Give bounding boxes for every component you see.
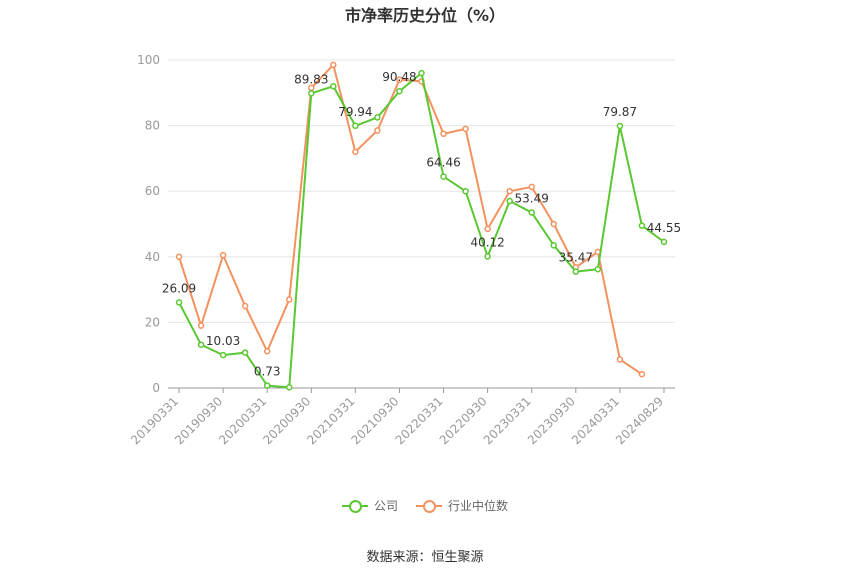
series-point-0	[352, 122, 359, 130]
legend-swatch-industry-median	[416, 499, 442, 513]
y-tick-label: 100	[137, 53, 160, 67]
series-point-0	[572, 268, 580, 275]
data-labels: 26.09 10.03 0.73 89.83 79.94 90.48 64.46 40.12 5…	[162, 70, 681, 378]
series-point-1	[352, 148, 359, 156]
series-point-0	[484, 253, 491, 260]
series-point-0	[374, 114, 381, 121]
series-point-0	[285, 384, 293, 391]
series-point-0	[263, 382, 271, 389]
legend-item-industry-median[interactable]: 行业中位数	[416, 497, 508, 514]
x-tick-label: 20240829	[613, 394, 666, 447]
series-point-0	[197, 341, 205, 348]
legend: 公司 行业中位数	[0, 497, 850, 514]
series-point-0	[219, 351, 227, 359]
series-point-1	[506, 187, 513, 195]
series-point-0	[175, 299, 183, 306]
series-point-1	[197, 322, 205, 329]
series-point-0	[462, 187, 469, 195]
series-point-1	[219, 251, 227, 259]
series-group	[175, 61, 668, 391]
series-point-1	[550, 220, 558, 228]
y-tick-label: 80	[145, 119, 160, 133]
legend-label-company: 公司	[373, 499, 398, 513]
series-line-0	[178, 72, 665, 389]
series-point-0	[506, 197, 513, 205]
series-point-0	[594, 266, 602, 273]
data-label: 0.73	[254, 365, 281, 379]
series-point-1	[285, 296, 293, 303]
series-point-1	[440, 130, 447, 138]
series-point-1	[638, 370, 646, 378]
data-label: 89.83	[294, 72, 328, 86]
series-point-0	[418, 69, 425, 77]
legend-label-industry-median: 行业中位数	[448, 499, 509, 513]
data-label: 40.12	[470, 235, 504, 249]
source-note: 数据来源：恒生聚源	[366, 550, 484, 565]
y-tick-label: 60	[145, 184, 160, 198]
series-point-1	[330, 61, 337, 69]
series-line-1	[178, 63, 643, 376]
series-point-0	[330, 82, 337, 90]
series-point-0	[616, 122, 624, 130]
y-tick-label: 40	[145, 250, 160, 264]
series-point-0	[528, 209, 535, 216]
data-label: 79.87	[603, 105, 637, 119]
series-point-0	[440, 173, 447, 180]
series-point-0	[660, 238, 668, 246]
legend-item-company[interactable]: 公司	[341, 497, 398, 514]
series-point-1	[374, 127, 381, 134]
series-point-1	[263, 348, 271, 355]
series-point-1	[484, 225, 491, 233]
data-label: 10.03	[206, 334, 240, 348]
series-point-0	[308, 90, 315, 97]
y-tick-label: 0	[152, 381, 160, 395]
series-point-1	[241, 302, 249, 310]
legend-swatch-company	[341, 499, 368, 513]
series-point-0	[638, 222, 646, 229]
series-point-0	[550, 242, 558, 249]
gridlines	[168, 59, 675, 323]
series-point-0	[396, 87, 403, 95]
data-label: 44.55	[647, 221, 681, 235]
series-point-1	[396, 76, 403, 83]
series-point-1	[175, 253, 183, 261]
data-label: 35.47	[559, 251, 593, 265]
chart-title: 市净率历史分位（%）	[344, 6, 506, 25]
data-label: 53.49	[515, 192, 549, 206]
series-point-1	[616, 356, 624, 363]
y-tick-label: 20	[145, 315, 160, 329]
series-point-1	[528, 183, 535, 191]
data-label: 90.48	[382, 70, 416, 84]
series-point-1	[462, 125, 469, 133]
data-label: 79.94	[338, 105, 372, 119]
data-label: 26.09	[162, 281, 196, 295]
data-label: 64.46	[426, 156, 460, 170]
series-point-0	[241, 349, 249, 356]
